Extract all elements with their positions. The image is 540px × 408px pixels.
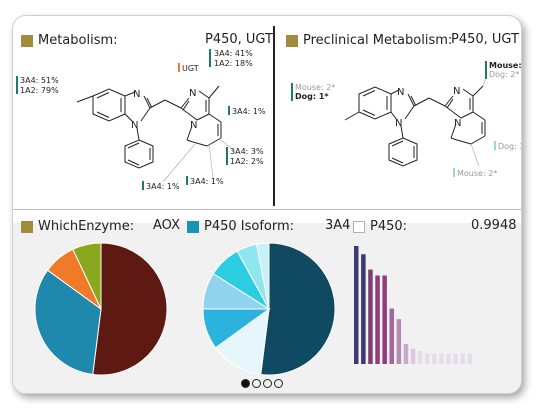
bar: [403, 343, 409, 364]
p450-header: P450:: [353, 219, 407, 234]
bar: [410, 348, 416, 364]
bar: [432, 353, 437, 364]
which-enzyme-header: WhichEnzyme:: [21, 219, 134, 234]
preclinical-value: P450, UGT: [451, 32, 519, 47]
annotation-label: 1A2: 79%: [20, 86, 59, 95]
annotation-label: Dog: 3*: [498, 142, 522, 151]
bar: [446, 353, 451, 364]
which-enzyme-label: WhichEnzyme:: [38, 219, 135, 234]
pagination-dot[interactable]: [241, 379, 250, 388]
annotation-label: 1A2: 18%: [214, 59, 253, 68]
bar: [467, 353, 473, 364]
bar: [396, 319, 402, 364]
olive-square-icon: [286, 34, 298, 47]
preclinical-title: Preclinical Metabolism:: [303, 33, 453, 48]
bar: [453, 353, 458, 364]
section-divider: [13, 209, 521, 210]
report-card: Metabolism: P450, UGT Preclinical Metabo…: [12, 15, 522, 394]
olive-square-icon: [21, 34, 33, 47]
atom-n-label: N: [190, 120, 197, 131]
atom-n-label: N: [454, 118, 461, 129]
p450-isoform-label: P450 Isoform:: [204, 219, 295, 234]
preclinical-header: Preclinical Metabolism:: [286, 33, 452, 48]
bar: [389, 308, 394, 364]
p450-bar-chart: [354, 246, 473, 364]
annotation-label: 1A2: 2%: [230, 157, 264, 166]
pie-slice: [256, 242, 270, 310]
annotation-label: UGT: [182, 64, 199, 73]
bar: [354, 246, 359, 364]
annotation-label: 3A4: 51%: [20, 76, 59, 85]
left-molecule-structure: N N N N 3A4: 41% 1A2: 18% UGT 3A4: 51% 1…: [16, 49, 266, 191]
olive-square-icon: [21, 220, 33, 233]
atom-n-label: N: [395, 118, 402, 129]
teal-square-icon: [187, 220, 199, 233]
p450-label: P450:: [370, 219, 408, 234]
bar: [439, 353, 444, 364]
pagination[interactable]: [241, 379, 283, 388]
bar: [382, 275, 387, 364]
pie-slice: [260, 242, 336, 376]
atom-n-label: N: [397, 87, 404, 98]
pagination-dot[interactable]: [263, 379, 272, 388]
right-molecule-structure: N N N N Mouse: 1* Dog: 2* Mouse: 2* Dog:…: [291, 61, 522, 178]
p450-value: 0.9948: [471, 218, 517, 233]
pagination-dot[interactable]: [252, 379, 261, 388]
annotation-label: 3A4: 1%: [190, 177, 224, 186]
pie-slice: [72, 242, 102, 310]
annotation-label: 3A4: 1%: [146, 182, 180, 191]
annotation-label: Mouse: 2*: [295, 83, 335, 92]
metabolism-value: P450, UGT: [205, 32, 273, 47]
p450-isoform-pie-chart: [202, 242, 336, 376]
annotation-label: Dog: 1*: [295, 92, 329, 101]
annotation-label: Dog: 2*: [489, 70, 519, 79]
atom-n-label: N: [189, 88, 196, 99]
bar: [425, 353, 430, 364]
p450-isoform-header: P450 Isoform:: [187, 219, 294, 234]
metabolism-header: Metabolism:: [21, 33, 118, 48]
annotation-label: 3A4: 3%: [230, 147, 264, 156]
atom-n-label: N: [453, 86, 460, 97]
pagination-dot[interactable]: [274, 379, 283, 388]
pie-slice: [34, 269, 102, 376]
bar: [417, 351, 423, 364]
bar: [375, 275, 380, 364]
annotation-label: Mouse: 2*: [457, 169, 497, 178]
p450-isoform-value: 3A4: [325, 218, 351, 233]
atom-n-label: N: [133, 89, 140, 100]
empty-square-icon: [353, 220, 365, 233]
annotation-label: 3A4: 1%: [232, 107, 266, 116]
bar: [460, 353, 465, 364]
panel-divider: [273, 26, 275, 206]
atom-n-label: N: [131, 120, 138, 131]
annotation-label: Mouse: 1*: [489, 61, 522, 70]
bar: [368, 269, 373, 364]
pie-slice: [92, 242, 168, 376]
metabolism-title: Metabolism:: [38, 33, 118, 48]
bar: [361, 254, 366, 364]
annotation-label: 3A4: 41%: [214, 49, 253, 58]
which-enzyme-value: AOX: [153, 218, 180, 233]
which-enzyme-pie-chart: [34, 242, 168, 376]
